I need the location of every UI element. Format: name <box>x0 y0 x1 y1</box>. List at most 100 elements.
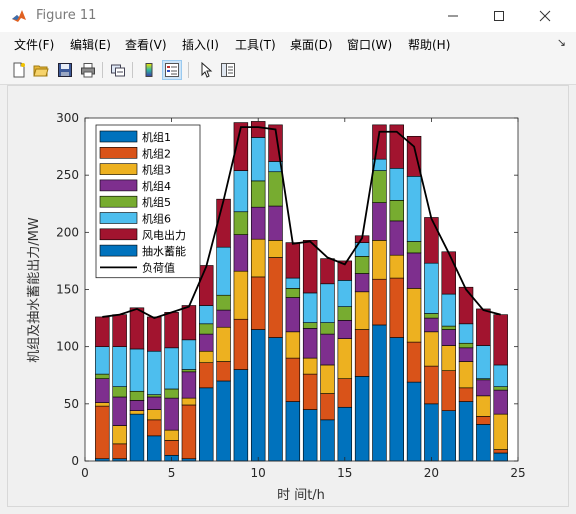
new-figure-button[interactable] <box>9 60 29 80</box>
bar-segment-2 <box>476 416 491 425</box>
y-axis-label: 机组及抽水蓄能出力/MW <box>27 217 42 363</box>
bar-segment-6 <box>406 176 422 242</box>
menu-window[interactable]: 窗口(W) <box>347 38 393 52</box>
colorbar-icon <box>145 63 153 77</box>
bar-segment-2 <box>147 419 162 437</box>
bar-segment-2 <box>285 357 301 402</box>
bar-segment-4 <box>458 347 474 362</box>
bar-segment-3 <box>372 240 387 280</box>
save-button[interactable] <box>55 60 75 80</box>
bar-segment-5 <box>493 386 508 391</box>
bar-segment-2 <box>268 257 283 338</box>
legend-label: 机组1 <box>142 130 171 144</box>
bar-segment-1 <box>285 401 301 462</box>
bar-segment-5 <box>389 200 404 222</box>
menu-tools[interactable]: 工具(T) <box>235 38 276 52</box>
minimize-button[interactable] <box>430 0 476 32</box>
arrow-cursor-icon <box>201 62 213 78</box>
legend-label: 机组4 <box>142 179 171 193</box>
print-button[interactable] <box>78 60 98 80</box>
link-plot-button[interactable] <box>108 60 128 80</box>
bar-segment-7 <box>337 260 353 281</box>
legend-swatch <box>99 146 138 159</box>
bar-segment-4 <box>164 397 179 431</box>
x-tick-label: 25 <box>510 466 525 480</box>
bar-segment-5 <box>458 342 474 349</box>
bar-segment-5 <box>181 369 197 373</box>
bar-segment-3 <box>406 288 422 343</box>
bar-segment-5 <box>268 171 283 207</box>
bar-segment-1 <box>389 337 404 462</box>
menu-edit[interactable]: 编辑(E) <box>70 38 111 52</box>
bar-segment-6 <box>181 339 197 370</box>
bar-segment-6 <box>233 170 249 213</box>
x-tick-label: 10 <box>251 466 266 480</box>
bar-segment-1 <box>424 403 439 462</box>
menu-file[interactable]: 文件(F) <box>14 38 55 52</box>
bar-segment-4 <box>354 273 370 293</box>
edit-plot-button[interactable] <box>196 60 216 80</box>
bar-segment-6 <box>458 323 474 344</box>
bar-segment-1 <box>372 324 387 462</box>
bar-segment-7 <box>233 122 249 171</box>
bar-segment-2 <box>493 449 508 454</box>
insert-legend-button[interactable] <box>162 60 182 80</box>
bar-segment-3 <box>424 331 439 367</box>
bar-segment-7 <box>493 314 508 366</box>
legend-label: 机组5 <box>142 195 171 209</box>
bar-segment-2 <box>216 361 231 382</box>
menu-desktop[interactable]: 桌面(D) <box>290 38 333 52</box>
bar-segment-2 <box>372 278 387 326</box>
bar-segment-5 <box>337 306 353 321</box>
property-inspector-icon <box>221 63 235 77</box>
bar-segment-3 <box>250 238 266 278</box>
bar-segment-1 <box>320 419 335 462</box>
dock-arrow-icon[interactable]: ↘ <box>556 36 566 49</box>
bar-segment-5 <box>233 211 249 235</box>
bar-segment-2 <box>233 318 249 370</box>
bar-segment-6 <box>95 346 110 375</box>
bar-segment-7 <box>250 121 266 138</box>
bar-segment-3 <box>337 338 353 379</box>
property-inspector-button[interactable] <box>218 60 238 80</box>
bar-segment-2 <box>389 277 404 338</box>
bar-segment-1 <box>233 369 249 462</box>
bar-segment-2 <box>250 276 266 330</box>
maximize-icon <box>494 11 504 21</box>
bar-segment-4 <box>372 202 387 241</box>
bar-segment-3 <box>147 409 162 421</box>
y-tick-label: 150 <box>56 283 79 297</box>
load-line <box>102 126 501 320</box>
bar-segment-6 <box>302 292 318 323</box>
bar-segment-7 <box>424 217 439 264</box>
bar-segment-1 <box>441 410 456 462</box>
bar-segment-4 <box>95 378 110 403</box>
insert-colorbar-button[interactable] <box>139 60 159 80</box>
bar-segment-4 <box>320 333 335 366</box>
bar-segment-7 <box>147 316 162 352</box>
close-button[interactable] <box>522 0 568 32</box>
legend-label: 机组3 <box>142 163 171 177</box>
x-tick-label: 15 <box>337 466 352 480</box>
menu-help[interactable]: 帮助(H) <box>408 38 451 52</box>
legend-swatch <box>99 195 138 208</box>
bar-segment-5 <box>424 313 439 319</box>
toolbar-separator <box>102 62 103 78</box>
legend-swatch <box>99 228 138 241</box>
bar-segment-6 <box>250 137 266 182</box>
bar-segment-5 <box>441 325 456 330</box>
maximize-button[interactable] <box>476 0 522 32</box>
bar-segment-1 <box>337 406 353 462</box>
open-file-button[interactable] <box>31 60 51 80</box>
bar-segment-1 <box>129 413 145 462</box>
menu-insert[interactable]: 插入(I) <box>182 38 219 52</box>
menu-view[interactable]: 查看(V) <box>125 38 167 52</box>
bar-segment-4 <box>389 220 404 256</box>
bar-segment-7 <box>181 305 197 341</box>
bar-segment-4 <box>285 297 301 333</box>
matlab-logo-icon <box>12 10 26 22</box>
bar-segment-2 <box>95 405 110 460</box>
bar-segment-5 <box>216 294 231 311</box>
bar-segment-4 <box>216 309 231 328</box>
bar-segment-2 <box>424 365 439 405</box>
